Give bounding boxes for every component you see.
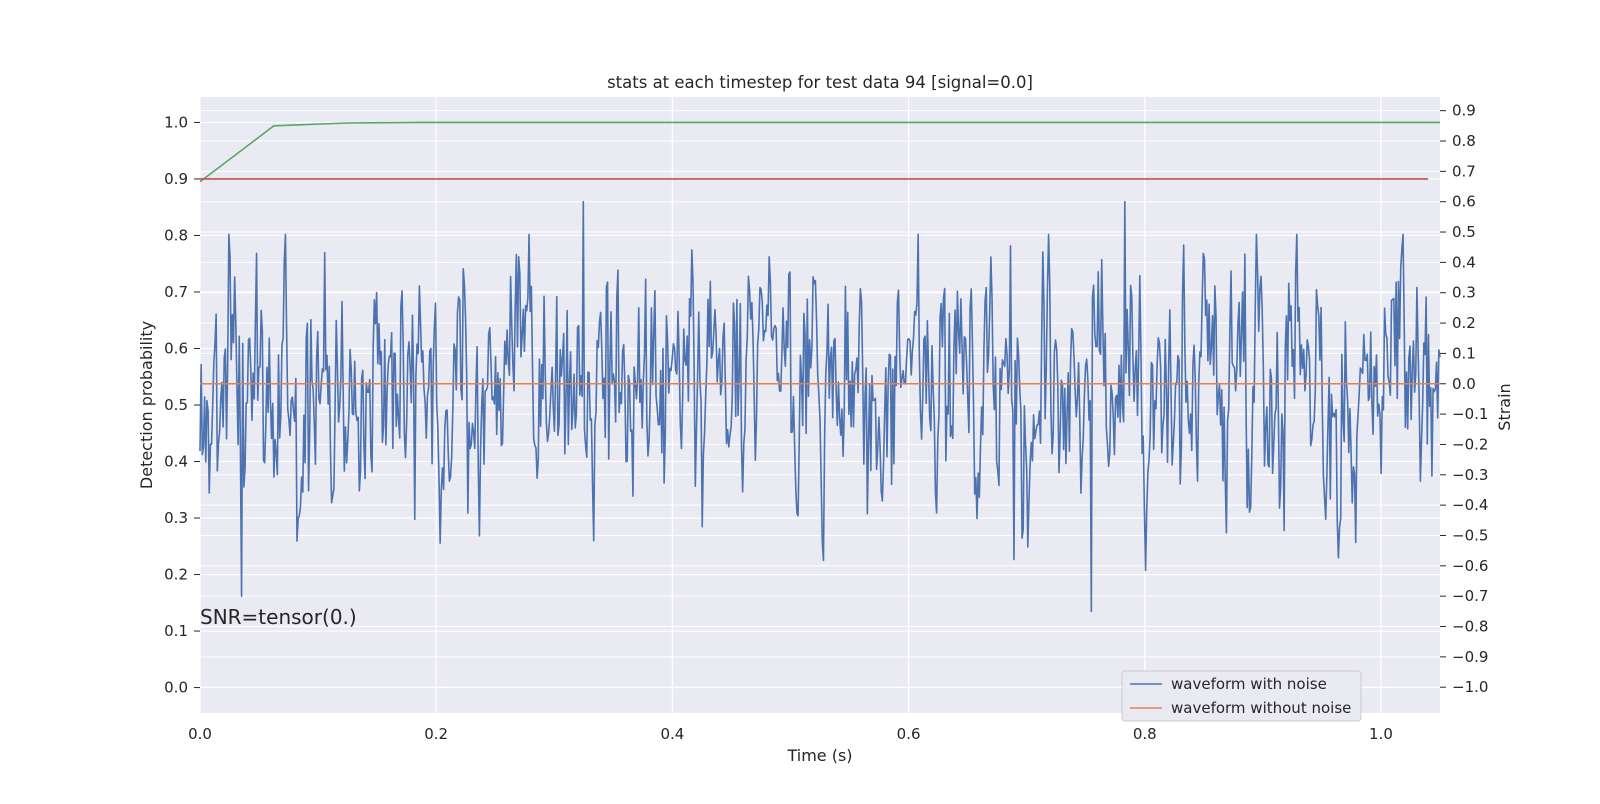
- y2-tick-label: 0.6: [1452, 193, 1476, 211]
- y2-tick-label: −0.5: [1452, 526, 1488, 544]
- x-tick-label: 0.0: [188, 725, 212, 743]
- y2-tick-label: −0.4: [1452, 496, 1488, 514]
- y-tick-label: 0.5: [164, 396, 188, 414]
- legend: waveform with noise waveform without noi…: [1121, 670, 1362, 722]
- y2-tick-label: −1.0: [1452, 678, 1488, 696]
- y2-tick-label: −0.9: [1452, 648, 1488, 666]
- series-line-waveform-with-noise: [199, 200, 1441, 613]
- chart-title: stats at each timestep for test data 94 …: [607, 73, 1033, 92]
- y2-tick-label: 0.1: [1452, 344, 1476, 362]
- x-axis-title: Time (s): [786, 746, 852, 765]
- x-tick-label: 0.4: [660, 725, 684, 743]
- gridlines: [199, 97, 1440, 713]
- y-tick-label: 1.0: [164, 113, 188, 131]
- y2-tick-label: −0.1: [1452, 405, 1488, 423]
- y-tick-label: 0.9: [164, 170, 188, 188]
- x-tick-label: 1.0: [1369, 725, 1393, 743]
- y2-axis-title: Strain: [1495, 383, 1514, 430]
- y2-tick-label: 0.2: [1452, 314, 1476, 332]
- y2-tick-label: 0.5: [1452, 223, 1476, 241]
- y2-tick-label: −0.3: [1452, 466, 1488, 484]
- y-tick-label: 0.6: [164, 339, 188, 357]
- y2-tick-label: 0.7: [1452, 162, 1476, 180]
- legend-box: [1121, 670, 1362, 722]
- y-axis-title: Detection probability: [137, 321, 156, 489]
- y2-tick-label: 0.8: [1452, 132, 1476, 150]
- y2-tick-label: −0.7: [1452, 587, 1488, 605]
- y2-tick-label: 0.9: [1452, 102, 1476, 120]
- y-tick-label: 0.8: [164, 226, 188, 244]
- y-tick-label: 0.3: [164, 509, 188, 527]
- ticks-group: 0.0 0.2 0.4 0.6 0.8 1.0 0.0 0.1 0.2 0.3 0.4 0.5 0.6 0…: [164, 102, 1488, 743]
- y-tick-label: 0.1: [164, 622, 188, 640]
- legend-label-noise: waveform with noise: [1171, 675, 1327, 693]
- y2-tick-label: −0.8: [1452, 618, 1488, 636]
- y2-tick-label: 0.4: [1452, 253, 1476, 271]
- legend-label-clean: waveform without noise: [1171, 699, 1351, 717]
- x-tick-label: 0.8: [1133, 725, 1157, 743]
- y-tick-label: 0.7: [164, 283, 188, 301]
- x-tick-label: 0.2: [424, 725, 448, 743]
- y2-tick-label: 0.0: [1452, 375, 1476, 393]
- y2-tick-label: −0.6: [1452, 557, 1488, 575]
- series-group: [199, 121, 1441, 613]
- y-tick-label: 0.4: [164, 453, 188, 471]
- snr-annotation: SNR=tensor(0.): [200, 605, 357, 629]
- series-line-detection-probability: [199, 121, 1440, 183]
- y2-tick-label: −0.2: [1452, 435, 1488, 453]
- x-tick-label: 0.6: [897, 725, 921, 743]
- y2-tick-label: 0.3: [1452, 284, 1476, 302]
- y-tick-label: 0.2: [164, 566, 188, 584]
- y-tick-label: 0.0: [164, 679, 188, 697]
